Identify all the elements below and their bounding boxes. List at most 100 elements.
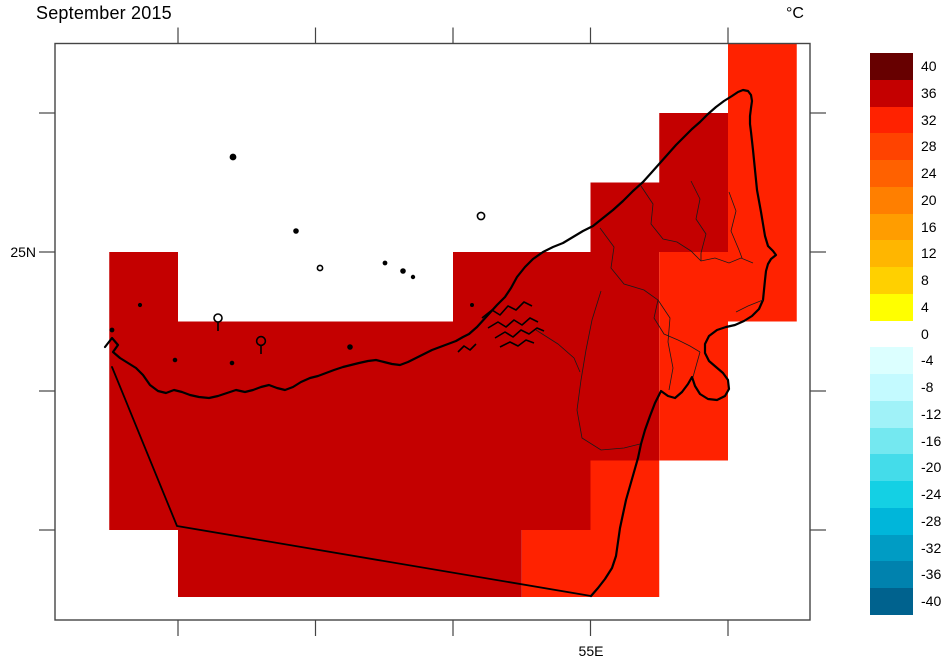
colorbar-segment: -24 [870, 481, 941, 508]
island-layer [109, 153, 486, 366]
temp-cell [590, 182, 728, 252]
colorbar-tick-label: 24 [921, 165, 937, 181]
colorbar-tick-label: 0 [921, 325, 929, 342]
colorbar-tick-label: -20 [921, 459, 942, 476]
colorbar-swatch [870, 79, 913, 107]
colorbar-tick-label: -4 [921, 352, 934, 369]
colorbar-tick-label: 20 [921, 191, 937, 208]
colorbar-swatch [870, 267, 913, 294]
colorbar-segment: 8 [870, 267, 941, 294]
colorbar-segment: 24 [870, 160, 941, 187]
colorbar-segment: -20 [870, 454, 941, 481]
colorbar-segment: 28 [870, 133, 941, 160]
temp-cell [109, 252, 178, 322]
colorbar-tick-label: -24 [921, 486, 942, 502]
coastline-layer [103, 88, 778, 598]
colorbar-swatch [870, 186, 913, 214]
colorbar-tick-label: 12 [921, 245, 937, 262]
island-dot [382, 260, 388, 266]
internal-border-layer [535, 180, 764, 451]
colorbar-tick-label: 8 [921, 272, 929, 288]
temp-cell [109, 321, 660, 391]
colorbar: 40 36 32 28 24 20 16 12 8 4 0 -4 -8 -12 -16 -20 -24 -28 -3… [870, 53, 941, 615]
internal-border-path [728, 191, 743, 259]
island-dot [213, 313, 223, 323]
island-dot [400, 268, 406, 274]
lagoon-path [457, 343, 477, 353]
colorbar-swatch [870, 53, 913, 80]
lagoon-path [487, 317, 539, 329]
temp-cell [659, 391, 728, 461]
island-dot [109, 327, 115, 333]
colorbar-swatch [870, 213, 913, 241]
colorbar-segment: -12 [870, 400, 942, 428]
island-dot [172, 357, 178, 363]
colorbar-segment: 0 [870, 320, 941, 348]
colorbar-segment: 4 [870, 293, 941, 321]
island-dot [316, 264, 324, 272]
colorbar-tick-label: -28 [921, 512, 942, 529]
internal-border-path [690, 180, 707, 261]
temp-cell [728, 113, 797, 183]
colorbar-segment: 32 [870, 106, 941, 134]
colorbar-swatch [870, 374, 913, 401]
internal-border-path [692, 351, 701, 378]
colorbar-segment: -32 [870, 534, 942, 562]
internal-border-path [535, 329, 581, 373]
colorbar-swatch [870, 427, 913, 455]
island-dot [229, 153, 237, 161]
colorbar-tick-label: -36 [921, 566, 942, 583]
colorbar-swatch [870, 561, 913, 588]
island-dot [347, 344, 353, 350]
colorbar-segment: -40 [870, 588, 941, 615]
temp-cell [453, 252, 660, 322]
coastal-lagoon-layer [457, 301, 545, 353]
colorbar-tick-label: -12 [921, 405, 942, 422]
island-dot [293, 228, 299, 234]
island-dot [229, 360, 235, 366]
colorbar-tick-label: -32 [921, 539, 942, 556]
lagoon-path [481, 301, 533, 319]
colorbar-segment: 20 [870, 186, 941, 214]
colorbar-segment: 40 [870, 53, 941, 80]
temp-cell [109, 460, 591, 530]
temperature-cell-layer [109, 43, 797, 597]
colorbar-swatch [870, 240, 913, 267]
country-border-path [111, 366, 592, 597]
colorbar-swatch [870, 507, 913, 535]
colorbar-segment: 12 [870, 240, 941, 267]
island-dot [469, 302, 474, 307]
colorbar-tick-label: -40 [921, 593, 942, 609]
map-frame [54, 42, 811, 621]
x-axis-tick-label: 55E [578, 643, 604, 659]
colorbar-segment: 36 [870, 79, 941, 107]
colorbar-tick-label: 4 [921, 298, 929, 315]
colorbar-tick-label: 32 [921, 111, 937, 128]
colorbar-segment: -16 [870, 427, 941, 455]
temp-cell [659, 252, 797, 322]
colorbar-segment: -36 [870, 561, 941, 588]
internal-border-path [735, 299, 764, 313]
colorbar-swatch [870, 588, 913, 615]
internal-border-path [576, 290, 641, 451]
internal-border-path [640, 185, 754, 264]
colorbar-tick-label: 40 [921, 58, 937, 74]
colorbar-swatch [870, 347, 913, 374]
colorbar-swatch [870, 320, 913, 348]
coastline-path [103, 88, 778, 598]
colorbar-swatch [870, 481, 913, 508]
colorbar-tick-label: 36 [921, 84, 937, 101]
figure-title: September 2015 [36, 3, 172, 23]
colorbar-tick-label: -8 [921, 379, 934, 395]
colorbar-segment: -4 [870, 347, 941, 374]
temp-cell [178, 530, 522, 597]
y-axis-tick-label: 25N [10, 244, 36, 260]
temp-cell [728, 43, 797, 113]
colorbar-swatch [870, 133, 913, 160]
colorbar-segment: 16 [870, 213, 941, 241]
units-label: °C [786, 5, 804, 22]
colorbar-swatch [870, 293, 913, 321]
temp-cell [590, 460, 660, 530]
